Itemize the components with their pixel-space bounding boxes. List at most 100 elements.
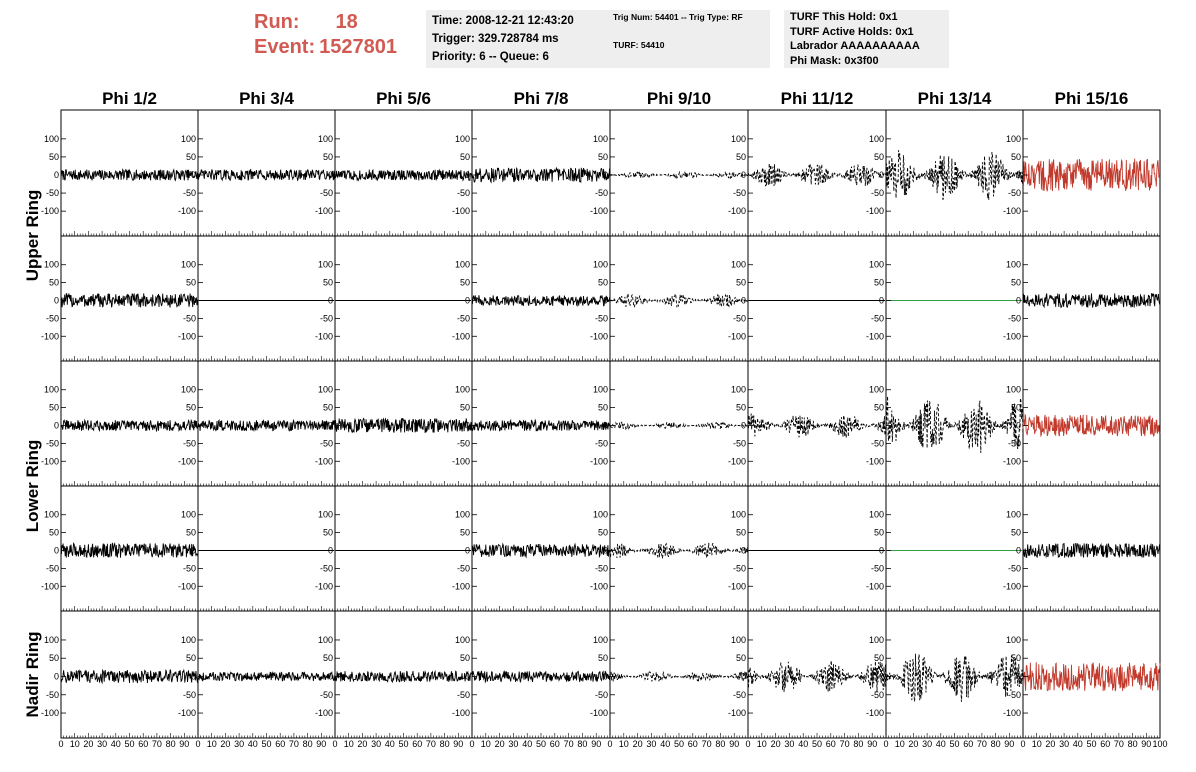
y-tick-label: -100 <box>728 581 746 591</box>
y-tick-label: 0 <box>54 672 59 682</box>
y-tick-label: -100 <box>590 708 608 718</box>
y-tick-label: -100 <box>452 206 470 216</box>
y-tick-label: -50 <box>320 313 333 323</box>
x-tick-label: 50 <box>261 739 271 749</box>
y-tick-label: 50 <box>736 278 746 288</box>
y-tick-label: 0 <box>879 546 884 556</box>
x-tick-label: 90 <box>453 739 463 749</box>
trigger-info-box: Trig Num: 54401 -- Trig Type: RF TURF: 5… <box>605 10 770 68</box>
turf-info-box: TURF This Hold: 0x1 TURF Active Holds: 0… <box>784 10 949 68</box>
panel-frame <box>747 485 887 612</box>
y-tick-label: 50 <box>736 403 746 413</box>
panel-frame <box>334 485 473 612</box>
x-tick-label: 40 <box>385 739 395 749</box>
y-tick-label: 0 <box>191 421 196 431</box>
y-tick-label: -50 <box>46 690 59 700</box>
y-tick-label: 100 <box>181 385 196 395</box>
y-tick-label: 0 <box>191 170 196 180</box>
y-tick-label: -100 <box>41 581 59 591</box>
y-tick-label: 0 <box>603 546 608 556</box>
x-tick-label: 90 <box>316 739 326 749</box>
y-tick-label: 0 <box>328 672 333 682</box>
y-tick-label: 50 <box>49 528 59 538</box>
x-tick-label: 0 <box>883 739 888 749</box>
x-tick-label: 50 <box>124 739 134 749</box>
y-tick-label: 100 <box>44 510 59 520</box>
y-tick-label: 50 <box>874 278 884 288</box>
time-info-box: Time: 2008-12-21 12:43:20 Trigger: 329.7… <box>426 10 615 68</box>
y-tick-label: 50 <box>598 278 608 288</box>
x-tick-label: 10 <box>895 739 905 749</box>
x-tick-label: 30 <box>1059 739 1069 749</box>
y-tick-label: 0 <box>328 170 333 180</box>
y-tick-label: -50 <box>320 188 333 198</box>
y-tick-label: -50 <box>46 313 59 323</box>
y-tick-label: 50 <box>323 528 333 538</box>
waveform-trace <box>197 168 336 182</box>
waveform-trace <box>1022 292 1161 309</box>
y-tick-label: -100 <box>452 331 470 341</box>
x-tick-label: 20 <box>495 739 505 749</box>
waveform-trace <box>334 417 473 434</box>
y-tick-label: 50 <box>186 653 196 663</box>
x-tick-label: 10 <box>344 739 354 749</box>
y-tick-label: 0 <box>465 672 470 682</box>
x-tick-label: 80 <box>853 739 863 749</box>
y-tick-label: 0 <box>191 546 196 556</box>
y-tick-label: -50 <box>733 313 746 323</box>
waveform-trace <box>747 660 887 693</box>
y-tick-label: 100 <box>1006 260 1021 270</box>
panel-frame <box>197 235 336 362</box>
y-tick-label: 50 <box>1011 528 1021 538</box>
y-tick-label: 50 <box>736 528 746 538</box>
waveform-trace <box>609 421 749 431</box>
column-title: Phi 15/16 <box>1055 89 1129 108</box>
y-tick-label: 0 <box>1016 421 1021 431</box>
run-event-block: Run: 18 Event: 1527801 <box>254 10 397 60</box>
y-tick-label: 50 <box>1011 653 1021 663</box>
x-tick-label: 90 <box>1141 739 1151 749</box>
y-tick-label: 0 <box>603 421 608 431</box>
y-tick-label: 100 <box>318 635 333 645</box>
y-tick-label: -50 <box>1008 690 1021 700</box>
y-tick-label: 100 <box>455 510 470 520</box>
x-tick-label: 30 <box>922 739 932 749</box>
x-tick-label: 90 <box>179 739 189 749</box>
event-label: Event: <box>254 36 316 58</box>
x-tick-label: 70 <box>840 739 850 749</box>
y-tick-label: 50 <box>598 152 608 162</box>
y-tick-label: 100 <box>44 260 59 270</box>
y-tick-label: 100 <box>593 510 608 520</box>
y-tick-label: 100 <box>593 134 608 144</box>
y-tick-label: 0 <box>465 546 470 556</box>
y-tick-label: 0 <box>1016 296 1021 306</box>
y-tick-label: 50 <box>874 152 884 162</box>
y-tick-label: 0 <box>603 296 608 306</box>
panel-frame <box>885 235 1024 362</box>
y-tick-label: 0 <box>879 170 884 180</box>
y-tick-label: 100 <box>181 635 196 645</box>
waveform-trace <box>885 150 1024 201</box>
y-tick-label: -100 <box>41 456 59 466</box>
y-tick-label: 0 <box>1016 170 1021 180</box>
y-tick-label: 100 <box>455 385 470 395</box>
y-tick-label: 50 <box>186 278 196 288</box>
y-tick-label: 0 <box>465 170 470 180</box>
trig-line: Trig Num: 54401 -- Trig Type: RF <box>613 12 743 22</box>
y-tick-label: 0 <box>741 672 746 682</box>
x-tick-label: 40 <box>522 739 532 749</box>
waveform-trace <box>60 418 199 433</box>
x-tick-label: 30 <box>97 739 107 749</box>
y-tick-label: -100 <box>41 708 59 718</box>
panel-frame <box>609 485 749 612</box>
row-title: Upper Ring <box>23 190 42 282</box>
waveform-trace <box>747 413 887 438</box>
waveform-trace <box>60 292 199 308</box>
x-tick-label: 60 <box>550 739 560 749</box>
x-tick-label: 60 <box>412 739 422 749</box>
waveform-trace <box>60 541 199 558</box>
y-tick-label: 100 <box>318 385 333 395</box>
y-tick-label: -100 <box>178 456 196 466</box>
waveform-trace <box>1022 158 1161 192</box>
